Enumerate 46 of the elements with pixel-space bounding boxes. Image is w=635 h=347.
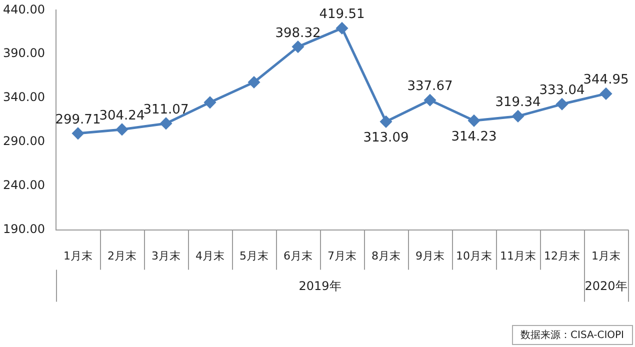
y-tick-label: 340.00 [2,90,45,104]
data-label: 314.23 [451,130,497,145]
x-tick-label: 10月末 [456,249,492,262]
x-tick-label: 2月末 [107,249,136,262]
point [468,114,480,126]
x-tick-label: 9月末 [415,249,444,262]
point [248,76,260,88]
point [556,98,568,110]
point [380,116,392,128]
point [424,94,436,106]
source-note: 数据来源：CISA-CIOPI [512,325,633,345]
point [336,22,348,34]
x-tick-label: 12月末 [544,249,580,262]
x-tick-label: 5月末 [239,249,268,262]
point [160,118,172,130]
data-label: 304.24 [99,108,145,124]
point [116,124,128,136]
data-label: 319.34 [495,95,541,110]
data-label: 311.07 [143,102,189,118]
text: 2019年 [298,278,342,293]
x-tick-label: 4月末 [195,249,224,262]
data-label: 344.95 [583,72,629,88]
y-tick-label: 290.00 [2,134,45,148]
data-label: 333.04 [539,83,585,98]
x-tick-label: 3月末 [151,249,180,262]
x-tick-label: 1月末 [63,249,92,262]
data-label: 313.09 [363,130,409,146]
point [72,128,84,140]
data-label: 398.32 [275,26,321,41]
data-label: 299.71 [55,112,101,128]
x-tick-label: 1月末 [592,249,620,262]
x-tick-label: 11月末 [500,249,536,262]
x-tick-label: 8月末 [371,249,400,262]
text: 2020年 [584,278,628,293]
data-label: 419.51 [319,7,365,22]
y-tick-label: 240.00 [2,178,45,192]
y-tick-label: 390.00 [2,46,45,60]
x-tick-label: 7月末 [327,249,356,262]
x-tick-label: 6月末 [283,249,312,262]
point [600,88,612,100]
y-tick-label: 440.00 [2,2,45,16]
y-tick-label: 190.00 [2,222,45,236]
data-label: 337.67 [407,79,453,94]
point [204,96,216,108]
point [512,110,524,122]
point [292,41,304,53]
